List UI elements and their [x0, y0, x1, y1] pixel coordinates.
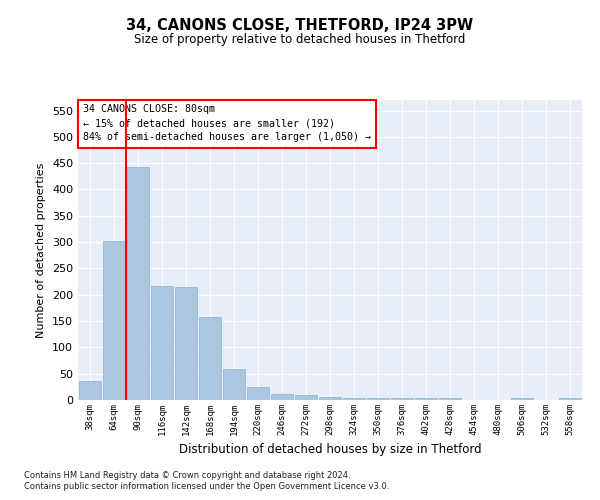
Bar [223, 370, 245, 400]
Bar [559, 398, 581, 400]
Bar [79, 380, 101, 400]
Text: Contains public sector information licensed under the Open Government Licence v3: Contains public sector information licen… [24, 482, 389, 491]
Text: Contains HM Land Registry data © Crown copyright and database right 2024.: Contains HM Land Registry data © Crown c… [24, 470, 350, 480]
Bar [103, 240, 125, 400]
Bar [271, 394, 293, 400]
Text: 34, CANONS CLOSE, THETFORD, IP24 3PW: 34, CANONS CLOSE, THETFORD, IP24 3PW [127, 18, 473, 32]
Bar [391, 398, 413, 400]
Bar [295, 396, 317, 400]
Bar [343, 398, 365, 400]
Bar [247, 387, 269, 400]
Bar [319, 398, 341, 400]
Bar [175, 287, 197, 400]
Bar [367, 398, 389, 400]
Bar [151, 286, 173, 400]
Y-axis label: Number of detached properties: Number of detached properties [37, 162, 46, 338]
Text: Size of property relative to detached houses in Thetford: Size of property relative to detached ho… [134, 32, 466, 46]
Bar [415, 398, 437, 400]
Text: 34 CANONS CLOSE: 80sqm
← 15% of detached houses are smaller (192)
84% of semi-de: 34 CANONS CLOSE: 80sqm ← 15% of detached… [83, 104, 371, 142]
Bar [127, 168, 149, 400]
Bar [439, 398, 461, 400]
Bar [511, 398, 533, 400]
X-axis label: Distribution of detached houses by size in Thetford: Distribution of detached houses by size … [179, 444, 481, 456]
Bar [199, 318, 221, 400]
